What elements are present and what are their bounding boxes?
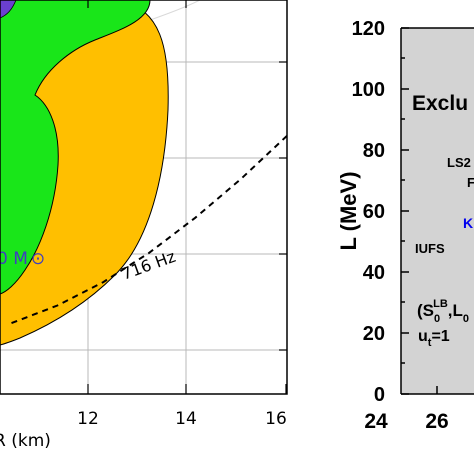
left-tick-marks [87, 0, 287, 394]
dashed-curve [11, 135, 287, 325]
right-y-tick-40: 40 [363, 262, 385, 284]
right-y-axis-label: L (MeV) [336, 171, 361, 250]
left-plot-frame [0, 0, 288, 395]
right-y-tick-100: 100 [352, 79, 385, 101]
right-x-tick-26: 26 [425, 410, 448, 433]
right-x-tick-24: 24 [364, 410, 388, 433]
left-x-tick-16: 16 [265, 409, 287, 429]
left-x-axis-label: R (km) [0, 431, 51, 451]
right-y-tick-120: 120 [352, 18, 385, 40]
f-label: F [467, 175, 474, 190]
right-plot-background [401, 28, 474, 394]
right-y-tick-0: 0 [374, 384, 385, 406]
right-panel: 120 100 80 60 40 20 0 24 26 L (MeV) Excl… [336, 18, 474, 433]
iufs-label: IUFS [415, 241, 445, 256]
right-y-tick-20: 20 [363, 323, 385, 345]
right-y-tick-marks [401, 27, 438, 395]
mass-annotation: 0 M ⊙ [0, 249, 45, 269]
ls2-label: LS2 [447, 155, 471, 170]
orange-region [0, 0, 169, 346]
k-label: K [463, 215, 473, 231]
left-panel: 0 M⊙ 716 Hz 12 14 16 R (km) [0, 0, 288, 451]
left-x-tick-14: 14 [175, 409, 197, 429]
left-x-tick-12: 12 [77, 409, 99, 429]
right-y-tick-80: 80 [363, 140, 385, 162]
exclusion-label: Exclu [412, 92, 468, 115]
ut-label: ut=1 [418, 328, 450, 349]
right-y-tick-60: 60 [363, 201, 385, 223]
green-region [0, 0, 151, 295]
s0-label: (S0LB,L0 [417, 298, 469, 325]
